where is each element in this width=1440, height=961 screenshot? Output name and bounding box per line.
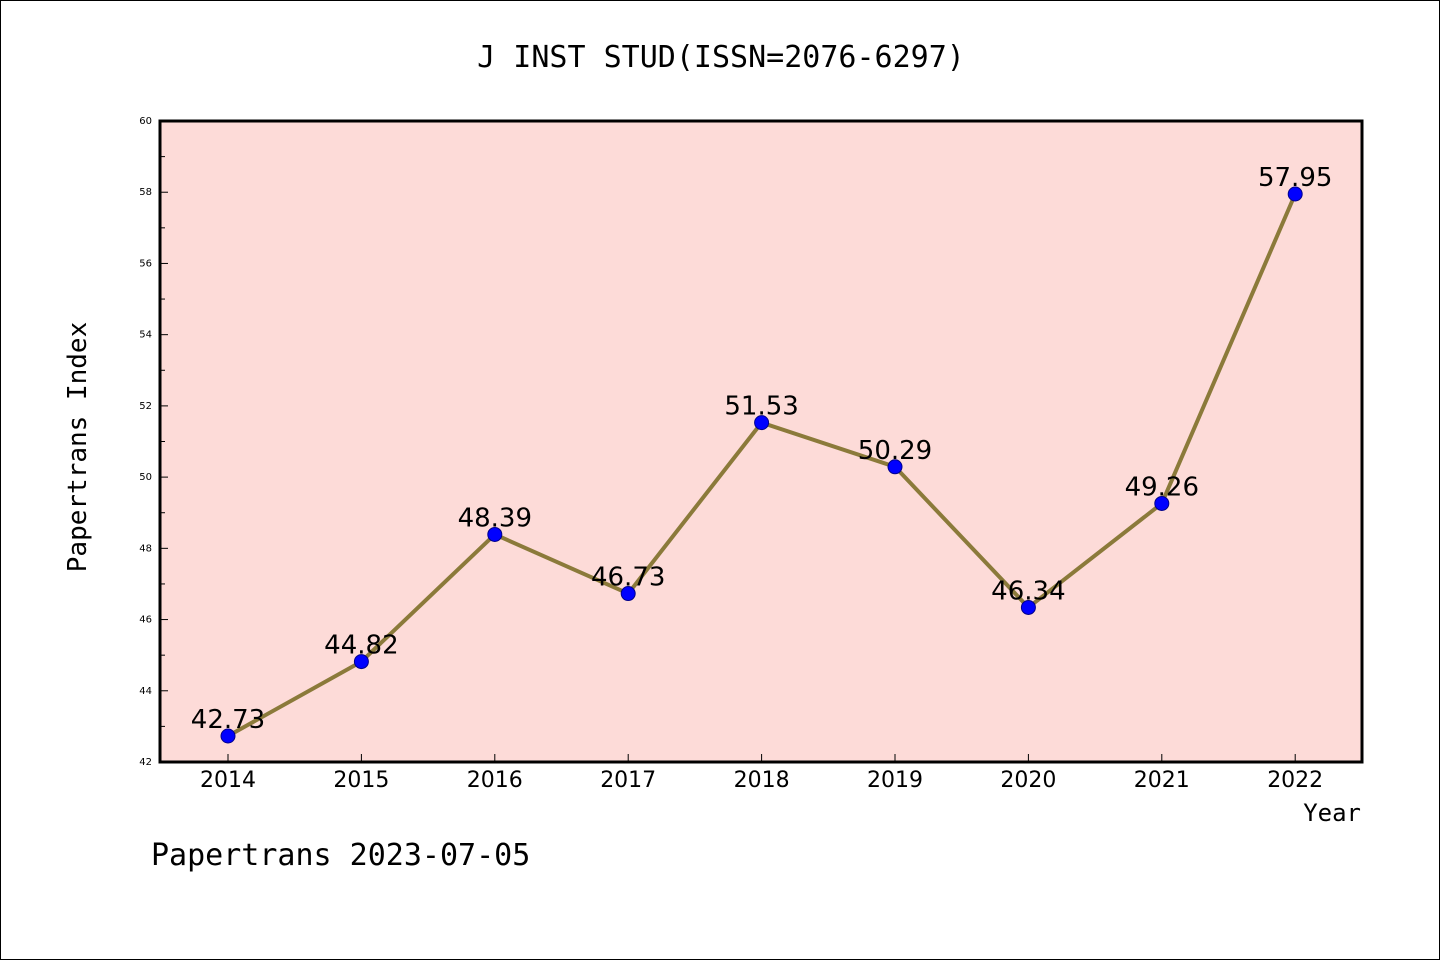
plot-area <box>158 119 1364 764</box>
data-point-marker <box>487 526 503 542</box>
y-tick-label: 50 <box>139 472 152 483</box>
x-tick-label: 2022 <box>1267 768 1323 793</box>
x-tick-label: 2021 <box>1134 768 1190 793</box>
y-tick-label: 54 <box>139 330 152 341</box>
data-point-marker <box>220 728 236 744</box>
x-tick-label: 2019 <box>867 768 923 793</box>
x-tick-label: 2016 <box>467 768 523 793</box>
y-tick-label: 46 <box>139 615 152 626</box>
data-label: 57.95 <box>1258 163 1332 193</box>
x-axis-label: Year <box>1303 799 1361 827</box>
data-label: 51.53 <box>724 392 798 422</box>
data-point-marker <box>1154 495 1170 511</box>
data-label: 44.82 <box>324 631 398 661</box>
data-point-marker <box>620 586 636 602</box>
data-label: 49.26 <box>1125 472 1199 502</box>
y-tick-label: 58 <box>139 187 152 198</box>
x-axis-ticks: 2014 2015 2016 2017 2018 2019 2020 2021 2022 <box>200 754 1323 793</box>
y-tick-label: 56 <box>139 258 152 269</box>
data-point-marker <box>1020 599 1036 615</box>
x-tick-label: 2014 <box>200 768 256 793</box>
y-tick-label: 52 <box>139 401 152 412</box>
data-point-marker <box>353 654 369 670</box>
y-axis-label: Papertrans Index <box>63 322 93 572</box>
x-tick-label: 2018 <box>734 768 790 793</box>
data-point-marker <box>1287 186 1303 202</box>
y-tick-label: 42 <box>139 757 152 768</box>
y-axis-ticks: 42 44 46 48 50 52 54 56 58 60 <box>139 116 168 768</box>
data-label: 50.29 <box>858 436 932 466</box>
data-point-marker <box>754 415 770 431</box>
footer-note: Papertrans 2023-07-05 <box>151 838 530 873</box>
x-tick-label: 2015 <box>333 768 389 793</box>
y-tick-label: 60 <box>139 116 152 127</box>
data-label: 42.73 <box>191 705 265 735</box>
x-tick-label: 2020 <box>1000 768 1056 793</box>
series-group <box>220 186 1303 744</box>
chart-title: J INST STUD(ISSN=2076-6297) <box>477 40 965 75</box>
y-tick-label: 44 <box>139 686 152 697</box>
data-label: 46.34 <box>991 576 1065 606</box>
data-labels-group: 42.73 44.82 48.39 46.73 51.53 50.29 46.34 49.26… <box>191 163 1333 735</box>
y-tick-label: 48 <box>139 543 152 554</box>
data-point-marker <box>887 459 903 475</box>
x-tick-label: 2017 <box>600 768 656 793</box>
data-label: 48.39 <box>458 503 532 533</box>
data-label: 46.73 <box>591 563 665 593</box>
